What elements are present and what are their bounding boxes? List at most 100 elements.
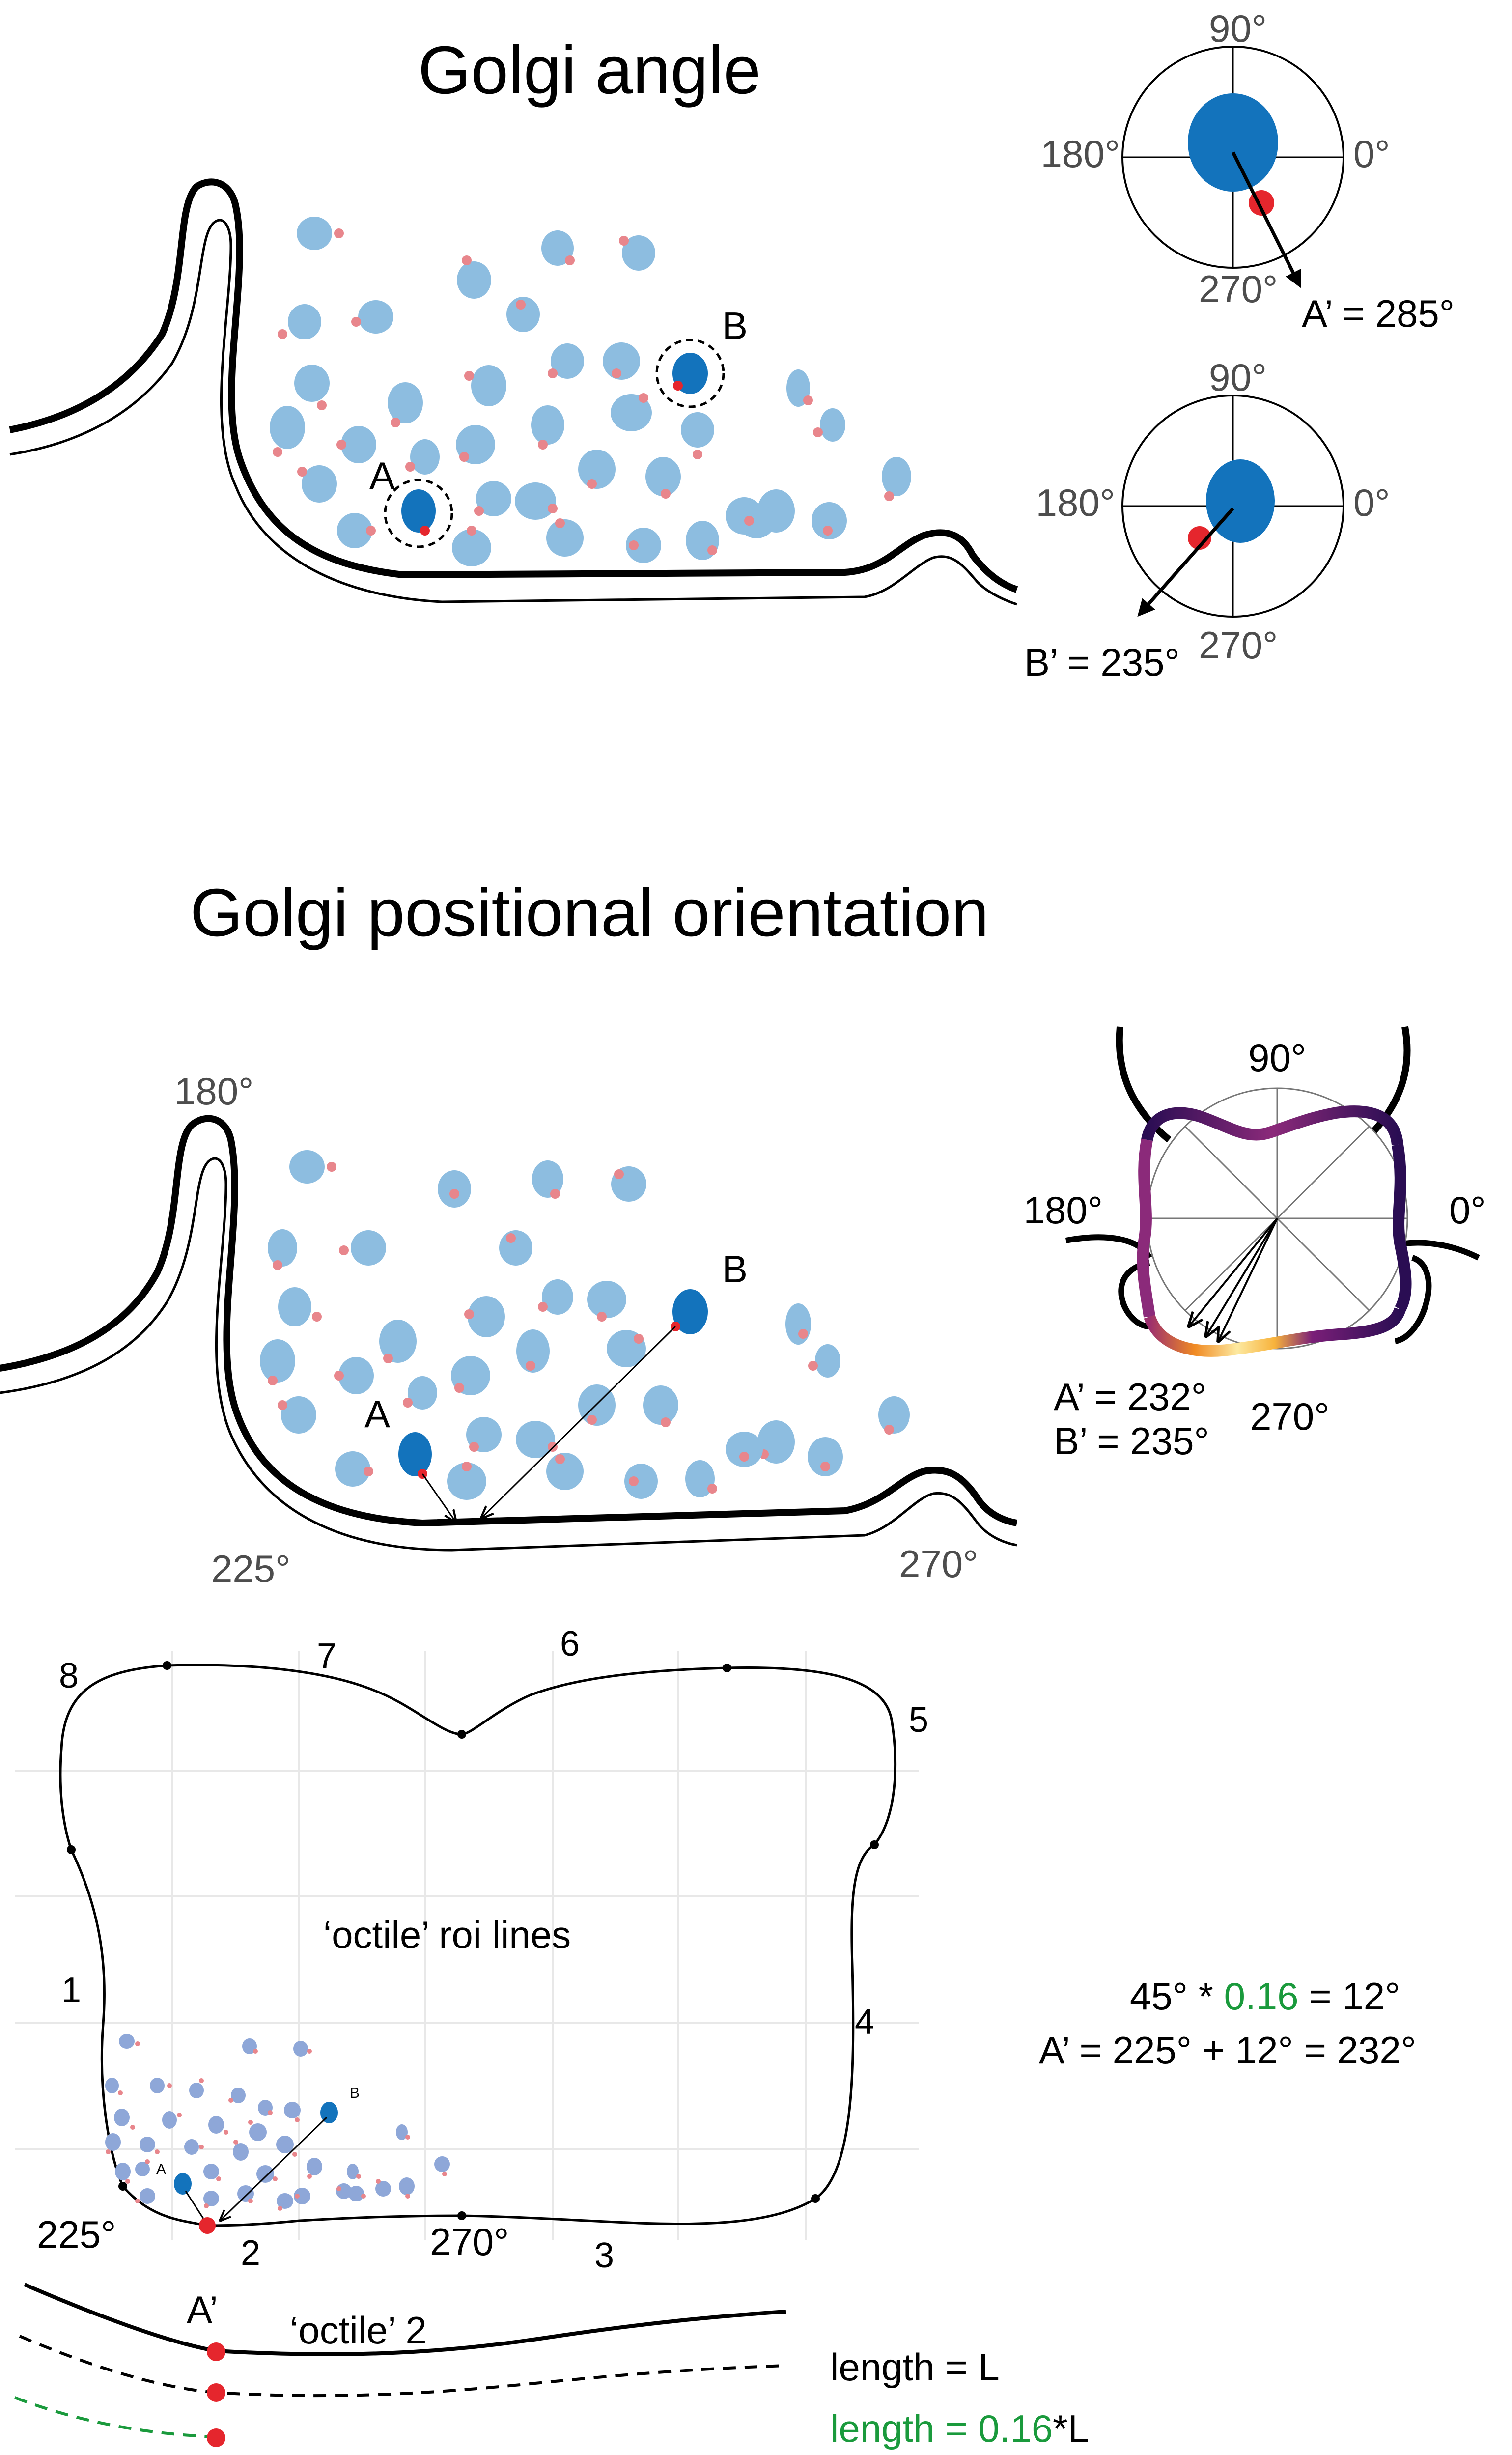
- equation-angle-sum: A’ = 225° + 12° = 232°: [1039, 2029, 1416, 2072]
- pos-cell-13: [260, 1339, 295, 1385]
- mini-cell-7: [228, 2088, 246, 2103]
- nucleus: [294, 2188, 310, 2204]
- nucleus: [189, 2083, 204, 2098]
- nucleus: [506, 297, 540, 332]
- pos-cell-22: [643, 1385, 678, 1427]
- nucleus: [551, 343, 584, 379]
- label-cell-b-1: B: [722, 304, 748, 347]
- label-cell-a-1: A: [369, 454, 395, 497]
- mini-cell-10: [114, 2109, 135, 2130]
- golgi-dot: [526, 1361, 535, 1371]
- cell-13: [270, 406, 305, 457]
- mini-cell-5: [150, 2078, 172, 2093]
- title-golgi-positional: Golgi positional orientation: [190, 875, 989, 951]
- pos-cell-17: [808, 1344, 840, 1378]
- nucleus: [726, 1432, 763, 1467]
- nucleus: [231, 2088, 246, 2103]
- highlight-cell-b: [655, 339, 725, 408]
- nucleus: [388, 382, 423, 423]
- nucleus: [643, 1385, 678, 1425]
- nucleus: [375, 2181, 391, 2197]
- golgi-dot: [336, 2186, 341, 2191]
- golgi-dot: [248, 2199, 253, 2203]
- nucleus: [532, 1160, 563, 1198]
- mini-cell-6: [189, 2078, 204, 2098]
- nucleus: [578, 450, 616, 489]
- a-prime-label: A’: [187, 2288, 218, 2331]
- nucleus: [288, 304, 321, 339]
- pos-cell-12: [785, 1303, 811, 1345]
- nucleus: [645, 457, 681, 496]
- cell-25: [474, 481, 511, 516]
- cell-20: [456, 425, 495, 464]
- cell-4: [619, 235, 655, 271]
- golgi-dot: [884, 491, 894, 501]
- mini-cell-34: [203, 2191, 219, 2208]
- heatmap-result-b: B’ = 235°: [1054, 1419, 1209, 1463]
- golgi-dot: [376, 2179, 381, 2184]
- mini-cell-8: [258, 2100, 273, 2116]
- nucleus: [281, 1396, 316, 1434]
- mini-cell-17: [184, 2139, 204, 2155]
- mini-cell-14: [396, 2124, 410, 2140]
- golgi-dot: [295, 2117, 300, 2122]
- pos-cell-7: [499, 1230, 532, 1266]
- nucleus: [256, 2165, 274, 2183]
- nucleus: [341, 426, 376, 463]
- cell-17: [681, 412, 714, 459]
- nucleus: [208, 2116, 224, 2134]
- nucleus: [399, 2177, 415, 2195]
- pos-cell-11: [278, 1287, 322, 1326]
- golgi-dot: [405, 2135, 410, 2140]
- golgi-dot: [336, 440, 346, 450]
- golgi-dot: [106, 2149, 111, 2154]
- nucleus: [249, 2123, 267, 2141]
- angle-label-225: 225°: [211, 1547, 290, 1590]
- cell-8: [548, 343, 584, 379]
- octile-angle-270: 270°: [430, 2220, 509, 2263]
- golgi-dot: [744, 516, 754, 526]
- cell-23: [645, 457, 681, 499]
- nucleus: [531, 405, 564, 445]
- golgi-dot: [707, 1484, 717, 1494]
- nucleus: [358, 300, 393, 334]
- polar-a-label-180: 180°: [1041, 132, 1120, 175]
- polar-b-result: B’ = 235°: [1024, 641, 1180, 684]
- nucleus: [447, 1463, 486, 1500]
- golgi-dot: [204, 2203, 209, 2208]
- mini-cell-32: [336, 2183, 352, 2199]
- golgi-dot: [587, 1415, 597, 1425]
- pos-cell-3: [611, 1166, 646, 1202]
- cell-14: [388, 382, 423, 427]
- nucleus: [135, 2162, 150, 2176]
- golgi-dot: [555, 518, 565, 528]
- angle-label-270: 270°: [899, 1542, 978, 1585]
- nucleus: [815, 1344, 840, 1378]
- nucleus: [268, 1229, 297, 1267]
- equation-part2: = 12°: [1298, 1975, 1400, 2018]
- angle-label-180: 180°: [174, 1070, 253, 1113]
- octile-number-6: 6: [560, 1624, 580, 1664]
- nucleus: [408, 1376, 437, 1410]
- pos-cell-27: [757, 1420, 795, 1464]
- golgi-dot: [167, 2083, 172, 2088]
- mini-cell-field: [105, 2034, 450, 2211]
- pos-cell-b: [481, 1289, 708, 1518]
- cell-9: [603, 342, 640, 380]
- equation-octile-fraction: 45° * 0.16 = 12°: [1130, 1975, 1400, 2018]
- cell-7: [506, 297, 540, 332]
- polar-b-label-180: 180°: [1036, 481, 1115, 524]
- golgi-dot: [356, 2174, 361, 2179]
- golgi-dot: [823, 526, 833, 536]
- equation-fraction: 0.16: [1224, 1975, 1299, 2018]
- nucleus: [452, 529, 491, 566]
- golgi-dot: [538, 440, 548, 450]
- nucleus: [626, 528, 661, 563]
- nucleus: [685, 1460, 715, 1497]
- golgi-dot: [268, 1376, 278, 1385]
- nucleus: [348, 2186, 364, 2201]
- golgi-dot: [351, 317, 361, 327]
- cell-26: [515, 482, 558, 520]
- golgi-dot: [405, 2194, 410, 2199]
- golgi-dot: [334, 1371, 344, 1381]
